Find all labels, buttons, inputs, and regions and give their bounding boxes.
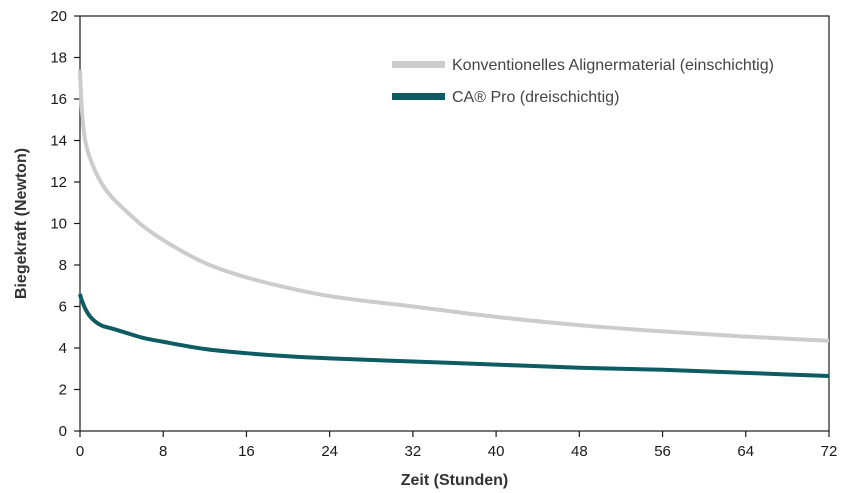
legend-label: CA® Pro (dreischichtig) xyxy=(452,89,619,106)
x-tick-label: 16 xyxy=(238,443,255,460)
x-axis-ticks: 0 8 16 24 32 40 48 56 64 72 xyxy=(76,431,838,460)
x-tick-label: 48 xyxy=(571,443,588,460)
y-tick-label: 20 xyxy=(50,8,67,25)
y-tick-label: 6 xyxy=(59,299,67,316)
y-tick-label: 14 xyxy=(50,133,67,150)
legend-label: Konventionelles Alignermaterial (einschi… xyxy=(452,57,774,74)
x-tick-label: 40 xyxy=(488,443,505,460)
x-tick-label: 64 xyxy=(737,443,754,460)
x-tick-label: 56 xyxy=(654,443,671,460)
x-tick-label: 24 xyxy=(321,443,338,460)
y-tick-label: 2 xyxy=(59,382,67,399)
series-line-1 xyxy=(78,69,830,343)
y-tick-label: 10 xyxy=(50,216,67,233)
y-tick-label: 4 xyxy=(59,340,67,357)
plot-frame xyxy=(79,15,830,432)
plot-area-border xyxy=(79,15,830,432)
x-tick-label: 8 xyxy=(159,443,167,460)
legend: Konventionelles Alignermaterial (einschi… xyxy=(392,57,774,106)
x-tick-label: 72 xyxy=(821,443,838,460)
y-axis-ticks: 0 2 4 6 8 10 12 14 16 18 20 xyxy=(50,8,80,440)
x-axis-title: Zeit (Stunden) xyxy=(401,472,509,489)
y-tick-label: 0 xyxy=(59,423,67,440)
y-tick-label: 8 xyxy=(59,257,67,274)
y-tick-label: 12 xyxy=(50,174,67,191)
x-tick-label: 32 xyxy=(405,443,422,460)
series-line-2 xyxy=(78,293,830,379)
x-tick-label: 0 xyxy=(76,443,84,460)
y-tick-label: 16 xyxy=(50,91,67,108)
y-axis-title: Biegekraft (Newton) xyxy=(13,148,30,299)
series-layer xyxy=(78,69,830,379)
y-tick-label: 18 xyxy=(50,50,67,67)
